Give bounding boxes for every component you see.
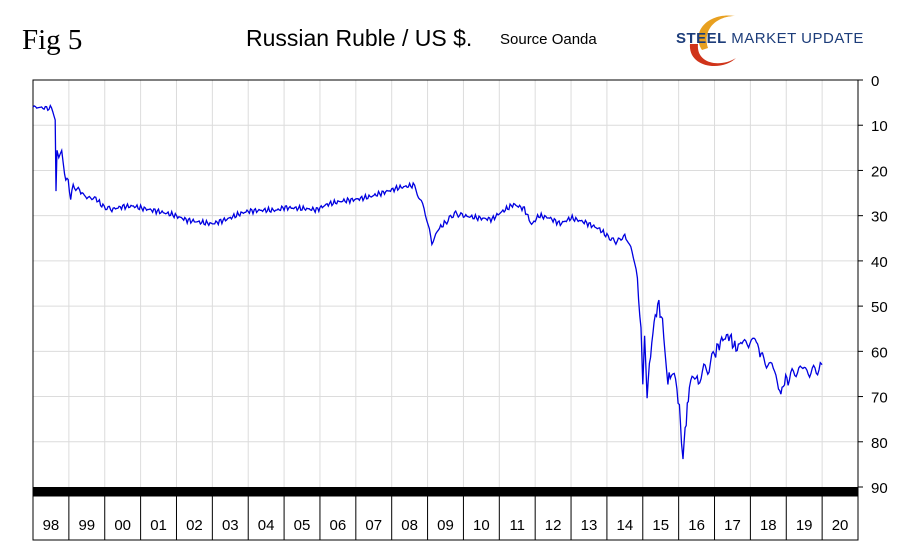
x-tick-label: 14: [617, 517, 634, 534]
x-tick-label: 08: [401, 517, 418, 534]
x-tick-label: 17: [724, 517, 741, 534]
x-tick-label: 99: [78, 517, 95, 534]
chart-title: Russian Ruble / US $.: [246, 25, 473, 51]
x-tick-label: 13: [581, 517, 598, 534]
x-tick-label: 11: [509, 517, 525, 534]
logo-word-rest: MARKET UPDATE: [731, 30, 864, 47]
y-axis-ticks: 0 10 20 30 40 50 60 70 80 90: [858, 73, 888, 497]
x-tick-label: 06: [330, 517, 347, 534]
x-table-border: [32, 495, 859, 541]
y-tick-label: 30: [871, 209, 888, 226]
x-tick-label: 03: [222, 517, 239, 534]
y-tick-label: 10: [871, 118, 888, 135]
x-tick-label: 98: [43, 517, 60, 534]
y-tick-label: 0: [871, 73, 879, 90]
grid-lines: [33, 80, 858, 487]
x-tick-label: 20: [832, 517, 849, 534]
logo-wordmark: STEEL MARKET UPDATE: [676, 30, 864, 47]
series-line: [32, 103, 823, 460]
bottom-band-bar: [33, 487, 858, 496]
x-tick-label: 19: [796, 517, 813, 534]
x-tick-label: 10: [473, 517, 490, 534]
logo-swoosh-red: [689, 44, 736, 67]
x-tick-label: 05: [294, 517, 311, 534]
source-note: Source Oanda: [500, 31, 597, 48]
steel-market-update-logo: [689, 15, 736, 67]
figure-label: Fig 5: [22, 24, 83, 56]
x-tick-label: 12: [545, 517, 562, 534]
y-tick-label: 40: [871, 254, 888, 271]
x-axis-table: [32, 495, 859, 541]
x-tick-label: 02: [186, 517, 203, 534]
plot-area-border: [32, 79, 859, 497]
x-tick-label: 16: [688, 517, 705, 534]
y-tick-label: 20: [871, 163, 888, 180]
logo-word-bold: STEEL: [676, 30, 727, 47]
y-tick-label: 70: [871, 390, 888, 407]
y-tick-label: 80: [871, 435, 888, 452]
x-tick-label: 18: [760, 517, 777, 534]
y-tick-label: 60: [871, 344, 888, 361]
bottom-axis-band: [33, 487, 858, 496]
x-axis-labels: 98 99 00 01 02 03 04 05 06 07 08 09 10 11 12 13 14 15 16 17…: [43, 517, 849, 534]
y-tick-label: 90: [871, 480, 888, 497]
x-tick-label: 07: [365, 517, 382, 534]
x-tick-label: 01: [150, 517, 167, 534]
x-tick-label: 04: [258, 517, 275, 534]
x-tick-label: 00: [114, 517, 131, 534]
x-tick-label: 15: [652, 517, 669, 534]
x-tick-label: 09: [437, 517, 454, 534]
y-tick-label: 50: [871, 299, 888, 316]
logo-swoosh-orange: [698, 15, 735, 50]
